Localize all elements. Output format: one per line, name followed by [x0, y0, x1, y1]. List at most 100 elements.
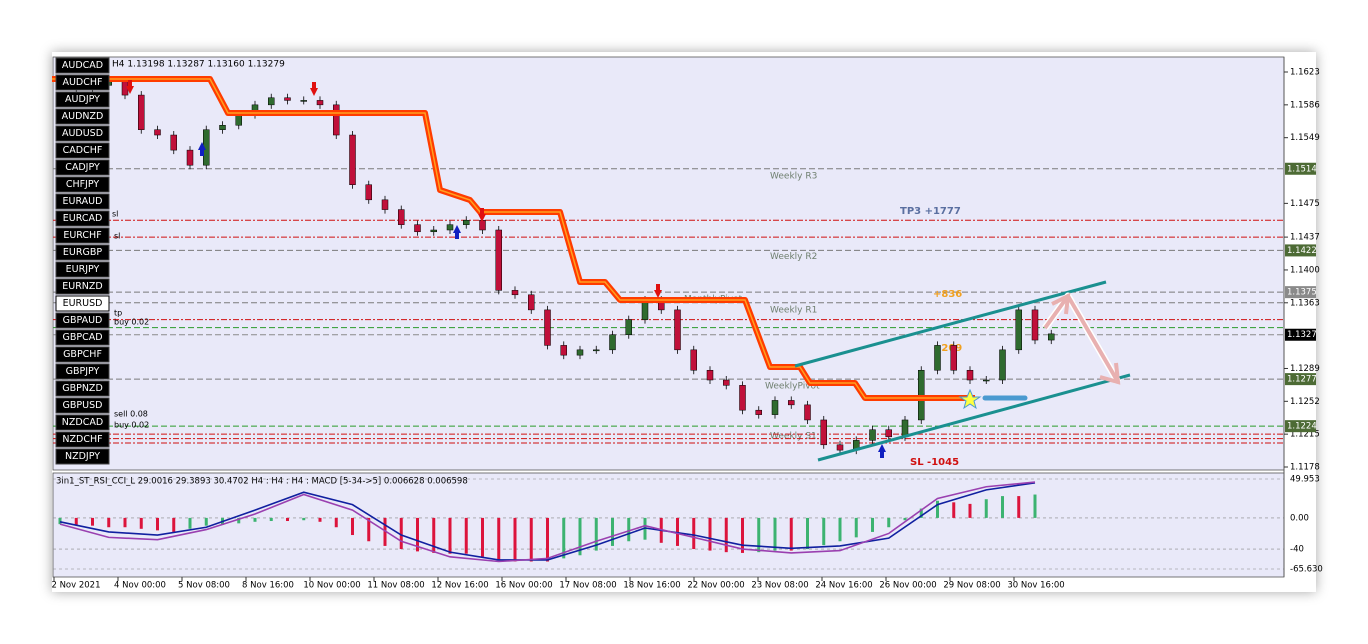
symbol-button-bg [55, 74, 110, 91]
indicator-tick-label: 0.00 [1290, 513, 1309, 523]
histogram-bar [302, 517, 306, 521]
indicator-tick-label: -40 [1290, 545, 1304, 555]
candle [511, 290, 519, 296]
histogram-bar [432, 517, 436, 553]
symbol-button-bg [55, 312, 110, 329]
histogram-bar [172, 517, 176, 532]
symbol-label: NZDJPY [65, 451, 100, 462]
symbol-button[interactable]: GBPUSD [55, 397, 110, 414]
symbol-label: AUDCHF [62, 77, 102, 88]
symbol-button[interactable]: AUDCHF [55, 74, 110, 91]
price-tag [1285, 328, 1316, 341]
histogram-bar [513, 517, 517, 562]
candle [869, 429, 876, 441]
histogram-bar [58, 517, 62, 525]
price-tag-label: 1.1375 [1287, 288, 1317, 298]
symbol-button[interactable]: CADCHF [55, 142, 110, 159]
symbol-button[interactable]: GBPJPY [55, 363, 110, 380]
symbol-button[interactable]: GBPNZD [55, 380, 110, 397]
histogram-bar [627, 517, 631, 542]
candle [576, 349, 584, 356]
symbol-button-bg [55, 380, 110, 397]
symbol-button[interactable]: AUDJPY [55, 91, 110, 108]
histogram-bar [399, 517, 403, 550]
header: H4 1.13198 1.13287 1.13160 1.13279 [112, 60, 285, 70]
price-tag-label: 1.1224 [1287, 422, 1317, 432]
symbol-button-bg [55, 329, 110, 346]
histogram-bar [806, 517, 809, 550]
candle [381, 199, 389, 210]
candle [414, 224, 421, 233]
sell-arrow [126, 80, 134, 94]
symbol-button-bg [55, 227, 110, 244]
time-label: 10 Nov 00:00 [303, 581, 360, 591]
price-tick-label: 1.1215 [1290, 430, 1320, 440]
symbol-label: AUDUSD [62, 128, 103, 139]
candle [739, 385, 746, 411]
symbol-button-bg [55, 414, 110, 431]
symbol-button-bg [55, 57, 110, 74]
histogram-bar [708, 517, 712, 551]
symbol-button[interactable]: EURCHF [55, 227, 110, 244]
indicator-header: 3in1_ST_RSI_CCI_L 29.0016 29.3893 30.470… [56, 477, 468, 487]
histogram-bar [269, 517, 273, 522]
price-tag-label: 1.1514 [1287, 164, 1317, 174]
candle [771, 400, 779, 415]
histogram-bar [497, 517, 501, 561]
price-tick-label: 1.1400 [1290, 265, 1320, 275]
symbol-button[interactable]: EURJPY [55, 261, 110, 278]
candle [154, 129, 161, 136]
symbol-button[interactable]: GBPCHF [55, 346, 110, 363]
annotation: buy 0.02 [114, 421, 149, 430]
symbol-label: GBPCAD [62, 332, 102, 343]
symbol-button[interactable]: EURCAD [55, 210, 110, 227]
symbol-button[interactable]: EURUSD [55, 295, 110, 312]
symbol-label: EURUSD [63, 298, 103, 309]
symbol-button-bg [55, 91, 110, 108]
symbol-label: GBPCHF [63, 349, 102, 360]
candle [706, 369, 714, 381]
symbol-button[interactable]: AUDNZD [55, 108, 110, 125]
symbol-label: EURCAD [63, 213, 103, 224]
candle [934, 345, 941, 371]
symbol-button[interactable]: NZDJPY [55, 448, 110, 465]
histogram-bar [74, 517, 78, 525]
time-label: 12 Nov 16:00 [431, 581, 488, 591]
symbol-label: GBPJPY [66, 366, 100, 377]
symbol-label: NZDCAD [62, 417, 103, 428]
symbol-label: CADCHF [63, 145, 103, 156]
candle [593, 349, 600, 352]
symbol-button[interactable]: EURNZD [55, 278, 110, 295]
candle [333, 104, 340, 136]
histogram-bar [529, 517, 533, 562]
price-tag [1285, 286, 1316, 299]
candle [609, 334, 616, 351]
symbol-button[interactable]: NZDCAD [55, 414, 110, 431]
candle [983, 379, 990, 382]
level-label: Weekly R1 [770, 305, 817, 315]
price-tick-label: 1.1178 [1290, 463, 1320, 473]
symbol-button[interactable]: AUDCAD [55, 57, 110, 74]
symbol-button-bg [55, 210, 110, 227]
symbol-label: GBPUSD [63, 400, 103, 411]
symbol-button[interactable]: CHFJPY [55, 176, 110, 193]
histogram-bar [91, 517, 94, 526]
symbol-button-bg [55, 295, 110, 312]
histogram-bar [773, 517, 777, 551]
candle [885, 429, 892, 438]
symbol-button[interactable]: EURGBP [55, 244, 110, 261]
symbol-button[interactable]: AUDUSD [55, 125, 110, 142]
symbol-button[interactable]: NZDCHF [55, 431, 110, 448]
symbol-button[interactable]: GBPAUD [55, 312, 110, 329]
histogram-bar [611, 517, 614, 546]
symbol-button[interactable]: CADJPY [55, 159, 110, 176]
channel-upper [794, 280, 1107, 368]
symbol-button[interactable]: EURAUD [55, 193, 110, 210]
sell-arrows [126, 80, 662, 298]
candle [479, 219, 486, 231]
candle [121, 81, 129, 96]
symbol-button[interactable]: GBPCAD [55, 329, 110, 346]
candle [430, 229, 437, 233]
time-label: 22 Nov 00:00 [687, 581, 744, 591]
candle [641, 299, 649, 320]
